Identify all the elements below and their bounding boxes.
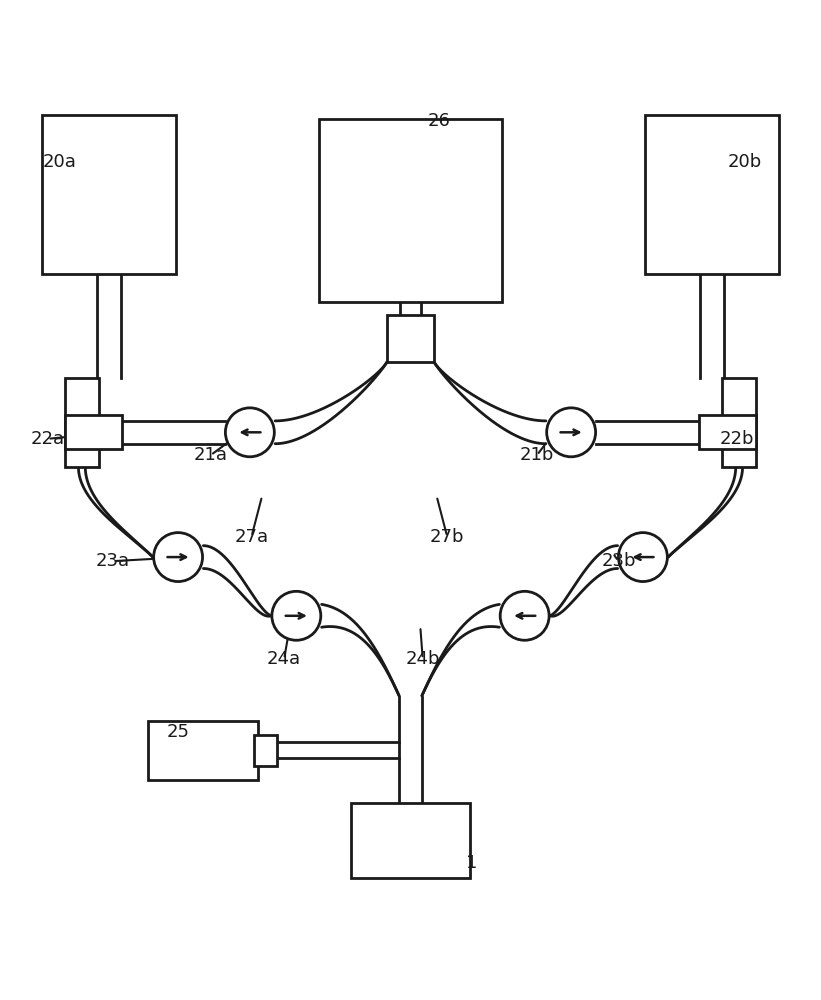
Text: 26: 26 <box>428 112 451 130</box>
Bar <box>319 119 502 302</box>
Bar <box>148 721 258 780</box>
Text: 23b: 23b <box>601 552 635 570</box>
Text: 21a: 21a <box>194 446 227 464</box>
Text: 22b: 22b <box>719 430 754 448</box>
Circle shape <box>272 591 321 640</box>
Bar <box>722 378 756 467</box>
Bar <box>65 378 99 467</box>
Text: 25: 25 <box>167 723 190 741</box>
Bar <box>387 315 434 362</box>
Circle shape <box>547 408 595 457</box>
Text: 20b: 20b <box>727 153 762 171</box>
Text: 1: 1 <box>466 854 477 872</box>
Bar <box>645 115 779 274</box>
Circle shape <box>618 533 667 582</box>
Bar <box>42 115 176 274</box>
Text: 21b: 21b <box>520 446 554 464</box>
Text: 24a: 24a <box>267 650 301 668</box>
Text: 24b: 24b <box>406 650 440 668</box>
Circle shape <box>226 408 274 457</box>
Text: 23a: 23a <box>96 552 130 570</box>
Circle shape <box>154 533 203 582</box>
Text: 27a: 27a <box>235 528 268 546</box>
Bar <box>254 735 277 766</box>
Text: 27b: 27b <box>430 528 465 546</box>
Bar <box>65 415 122 449</box>
Text: 22a: 22a <box>30 430 65 448</box>
Text: 20a: 20a <box>43 153 77 171</box>
Bar <box>351 803 470 878</box>
Circle shape <box>500 591 549 640</box>
Bar <box>699 415 756 449</box>
